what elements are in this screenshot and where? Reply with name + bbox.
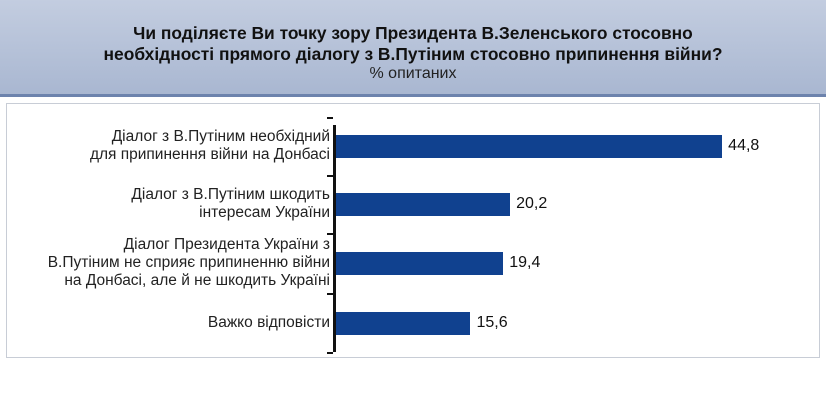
data-label: 44,8 — [728, 137, 760, 154]
bar — [336, 192, 511, 216]
category-label: Важко відповісти — [207, 314, 330, 331]
data-label: 15,6 — [476, 314, 508, 331]
bar — [336, 134, 723, 158]
chart-title: Чи поділяєте Ви точку зору Президента В.… — [103, 23, 723, 64]
bar — [336, 251, 504, 275]
axis-tick — [327, 233, 333, 235]
category-label: Діалог Президента України з В.Путіним не… — [47, 236, 330, 289]
category-axis — [333, 125, 336, 352]
axis-tick — [327, 117, 333, 119]
category-label: Діалог з В.Путіним шкодить інтересам Укр… — [131, 186, 330, 221]
chart-subtitle: % опитаних — [369, 65, 457, 82]
data-label: 20,2 — [516, 195, 548, 212]
chart-header: Чи поділяєте Ви точку зору Президента В.… — [0, 0, 826, 97]
bar — [336, 311, 471, 335]
axis-tick — [327, 175, 333, 177]
category-label: Діалог з В.Путіним необхідний для припин… — [89, 128, 330, 163]
axis-tick — [327, 293, 333, 295]
axis-tick — [327, 352, 333, 354]
data-label: 19,4 — [509, 254, 541, 271]
